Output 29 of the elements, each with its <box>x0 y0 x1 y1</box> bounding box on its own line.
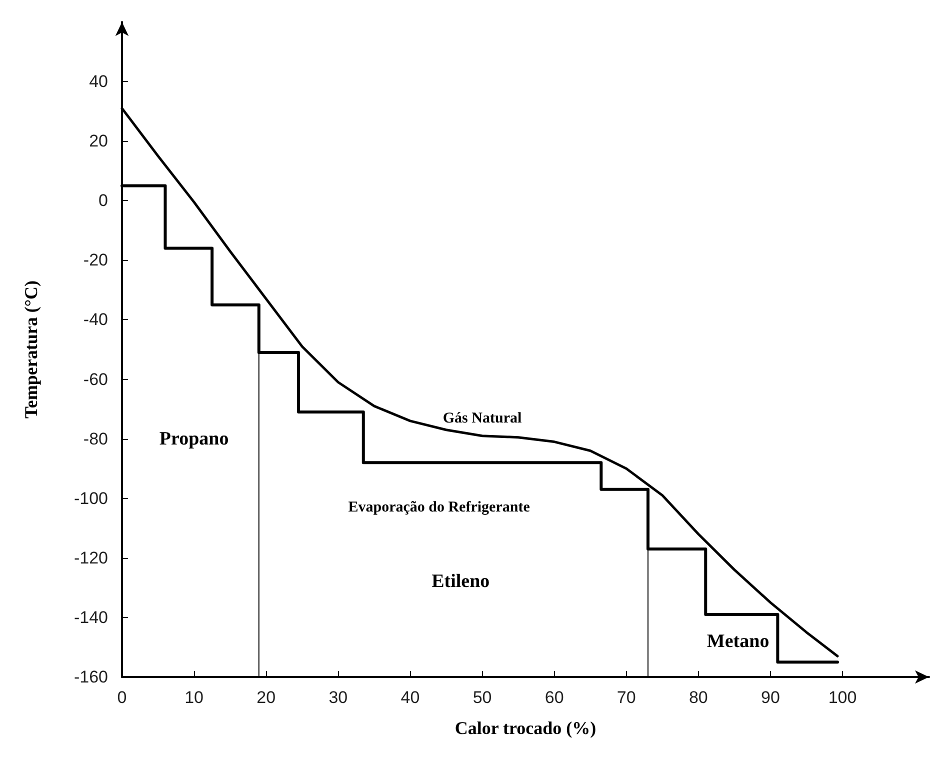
x-tick-label: 80 <box>688 688 708 707</box>
x-tick-label: 50 <box>472 688 492 707</box>
x-tick-label: 40 <box>400 688 420 707</box>
y-tick-label: -60 <box>83 370 108 389</box>
annotation: Metano <box>706 630 770 652</box>
x-tick-label: 100 <box>828 688 857 707</box>
y-tick-label: -120 <box>74 548 108 568</box>
x-tick-label: 90 <box>761 688 780 707</box>
y-tick-label: -40 <box>83 310 108 330</box>
x-tick-label: 20 <box>256 688 276 707</box>
x-axis-title: Calor trocado (%) <box>454 718 596 738</box>
annotation: Propano <box>159 428 229 450</box>
x-tick-label: 30 <box>328 688 348 707</box>
x-tick-label: 0 <box>117 688 127 707</box>
y-tick-label: -140 <box>74 608 108 627</box>
y-tick-label: -100 <box>74 488 108 508</box>
y-tick-label: -20 <box>83 250 108 270</box>
x-tick-label: 70 <box>616 688 636 707</box>
y-tick-label: -80 <box>83 429 108 448</box>
series-label: Gás Natural <box>442 410 522 426</box>
x-tick-label: 60 <box>544 688 564 707</box>
annotation: Evaporação do Refrigerante <box>348 499 530 516</box>
y-tick-label: 0 <box>98 191 108 210</box>
x-tick-label: 10 <box>184 688 204 707</box>
y-tick-label: 40 <box>89 72 108 92</box>
y-tick-label: 20 <box>89 132 108 151</box>
annotation: Etileno <box>432 571 490 592</box>
y-tick-label: -160 <box>74 668 108 686</box>
y-axis-title: Temperatura (°C) <box>21 280 41 419</box>
